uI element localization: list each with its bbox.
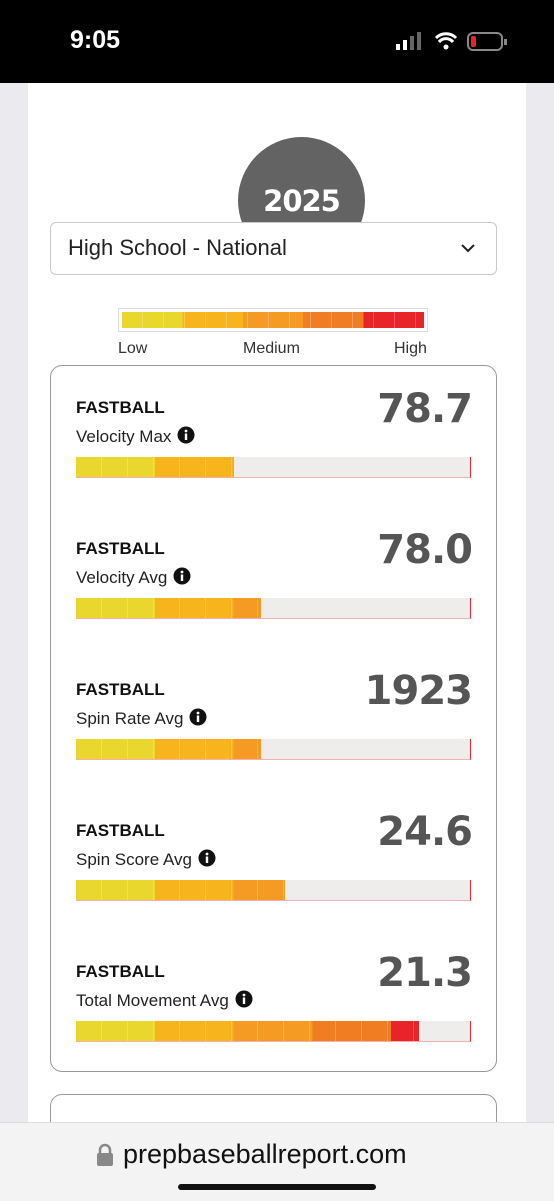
metric: FASTBALL Velocity Avg 78.0	[76, 507, 473, 627]
info-icon[interactable]	[235, 990, 253, 1008]
legend-gradient	[122, 312, 424, 328]
pitch-type: FASTBALL	[76, 680, 165, 699]
metric-value: 78.0	[377, 527, 473, 573]
pitch-type: FASTBALL	[76, 962, 165, 981]
level-track	[76, 1021, 471, 1042]
legend-medium: Medium	[243, 340, 300, 357]
lock-icon	[97, 1143, 113, 1166]
metric-label: Spin Score Avg	[76, 849, 216, 870]
level-fill	[76, 739, 262, 759]
status-bar: 9:05	[0, 0, 554, 83]
home-indicator	[178, 1184, 376, 1190]
metric-label: Velocity Max	[76, 426, 195, 447]
level-track	[76, 880, 471, 901]
browser-bar: prepbaseballreport.com	[0, 1122, 554, 1201]
metric: FASTBALL Total Movement Avg 21.3	[76, 930, 473, 1050]
metric-label: Spin Rate Avg	[76, 708, 207, 729]
metric-value: 1923	[364, 668, 473, 714]
info-icon[interactable]	[173, 567, 191, 585]
level-track	[76, 598, 471, 619]
metric: FASTBALL Velocity Max 78.7	[76, 366, 473, 486]
pitch-type: FASTBALL	[76, 398, 165, 417]
level-fill	[76, 598, 262, 618]
level-fill	[76, 457, 234, 477]
level-fill	[76, 1021, 419, 1041]
metric: FASTBALL Spin Score Avg 24.6	[76, 789, 473, 909]
metric: FASTBALL Spin Rate Avg 1923	[76, 648, 473, 768]
metric-value: 78.7	[377, 386, 473, 432]
chevron	[461, 244, 475, 253]
pitch-type: FASTBALL	[76, 539, 165, 558]
dropdown-text: High School - National	[68, 235, 287, 260]
metric-label: Velocity Avg	[76, 567, 191, 588]
clock: 9:05	[70, 26, 121, 54]
legend-high: High	[394, 340, 427, 357]
metric-label: Total Movement Avg	[76, 990, 253, 1011]
legend-low: Low	[118, 340, 148, 357]
pitch-type: FASTBALL	[76, 821, 165, 840]
info-icon[interactable]	[198, 849, 216, 867]
info-icon[interactable]	[189, 708, 207, 726]
legend-bar	[118, 308, 428, 332]
level-track	[76, 739, 471, 760]
metrics-card: FASTBALL Velocity Max 78.7 FASTBALL Velocity…	[50, 365, 497, 1072]
level-track	[76, 457, 471, 478]
url[interactable]: prepbaseballreport.com	[123, 1139, 407, 1169]
metric-value: 24.6	[377, 809, 473, 855]
level-fill	[76, 880, 285, 900]
status-icons	[396, 32, 507, 51]
level-dropdown[interactable]: High School - National	[50, 222, 497, 275]
info-icon[interactable]	[177, 426, 195, 444]
metric-value: 21.3	[377, 950, 473, 996]
